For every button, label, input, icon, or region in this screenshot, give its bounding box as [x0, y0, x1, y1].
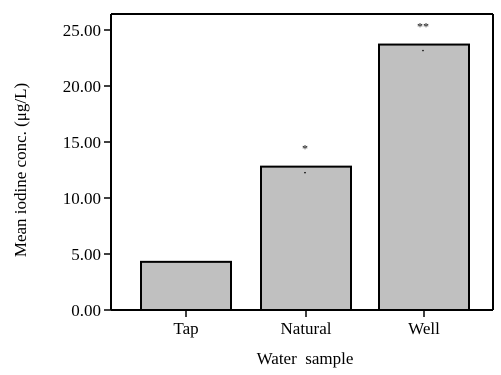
y-tick-label: 5.00	[71, 245, 101, 264]
y-tick-label: 15.00	[63, 133, 101, 152]
x-tick-label: Well	[408, 319, 440, 338]
labels-layer: Tap Natural * Well ** 0.00 5.00 10.00 15.00 20.00…	[63, 20, 440, 338]
bar-well	[378, 43, 470, 312]
y-tick-label: 10.00	[63, 189, 101, 208]
y-axis-title: Mean iodine conc. (μg/L)	[11, 83, 30, 257]
error-mark-well	[422, 49, 424, 52]
x-tick-label: Tap	[173, 319, 198, 338]
x-tick-label: Natural	[281, 319, 332, 338]
y-tick-label: 25.00	[63, 21, 101, 40]
y-tick-label: 0.00	[71, 301, 101, 320]
y-tick-label: 20.00	[63, 77, 101, 96]
x-axis-title: Water sample	[257, 349, 354, 368]
significance-label: **	[417, 20, 429, 34]
significance-label: *	[302, 142, 308, 156]
axes-layer	[104, 13, 494, 317]
bars-layer	[140, 43, 470, 312]
bar-natural	[260, 165, 352, 311]
bar-tap	[140, 260, 232, 311]
error-mark-natural	[304, 171, 306, 174]
